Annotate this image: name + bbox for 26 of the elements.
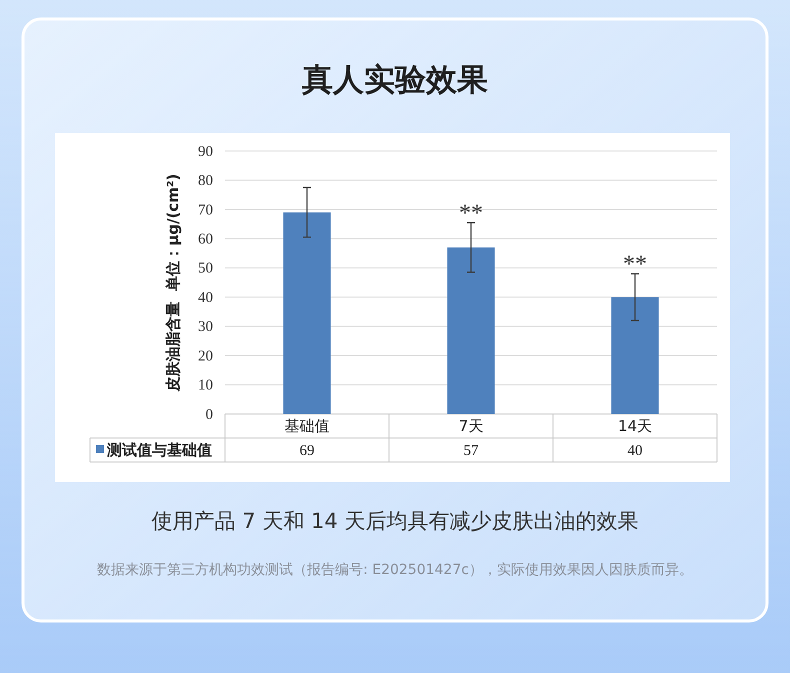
bar xyxy=(611,297,659,414)
text: 数据来源于第三方机构功效测试（报告编号: E202501427c），实际使用效果因人因肤质而异。 xyxy=(97,562,693,578)
y-tick-label: 40 xyxy=(198,290,213,306)
annotation: ** xyxy=(623,252,647,278)
x-tick-label: 14天 xyxy=(618,417,652,435)
y-tick-label: 0 xyxy=(206,406,213,423)
chart-title: 真人实验效果 xyxy=(301,62,488,98)
text: 使用产品 7 天和 14 天后均具有减少皮肤出油的效果 xyxy=(152,509,638,533)
annotation: ** xyxy=(459,200,483,227)
y-tick-label: 30 xyxy=(198,319,213,336)
data-label: 69 xyxy=(300,443,314,459)
y-axis-title: 皮肤油脂含量 单位：μg/(cm²) xyxy=(164,174,182,392)
x-tick-label: 基础值 xyxy=(284,417,330,435)
legend-label: 测试值与基础值 xyxy=(106,441,212,459)
data-label: 57 xyxy=(464,443,479,459)
y-tick-label: 20 xyxy=(198,348,213,364)
data-label: 40 xyxy=(628,443,642,459)
y-tick-label: 70 xyxy=(198,202,213,218)
bar xyxy=(447,247,495,414)
bar xyxy=(283,212,331,414)
y-tick-label: 10 xyxy=(198,378,213,394)
y-tick-label: 60 xyxy=(198,231,213,248)
y-tick-label: 80 xyxy=(198,173,213,190)
x-tick-label: 7天 xyxy=(458,417,484,435)
y-tick-label: 50 xyxy=(198,260,213,277)
y-tick-label: 90 xyxy=(198,144,213,160)
